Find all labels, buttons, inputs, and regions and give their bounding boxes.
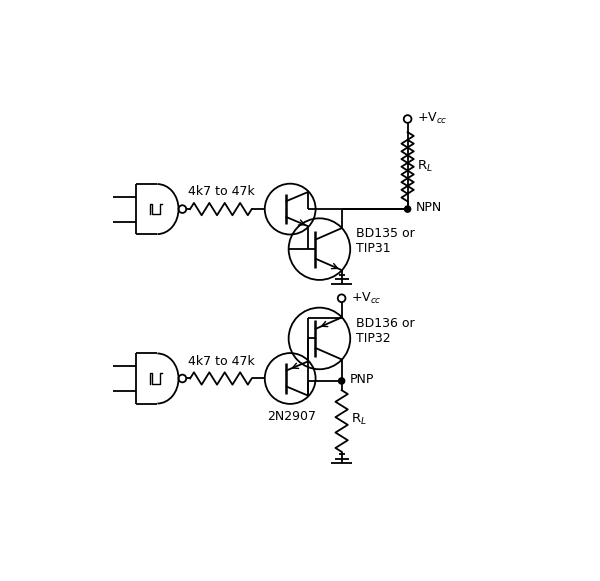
Text: 4k7 to 47k: 4k7 to 47k	[187, 185, 254, 198]
Text: PNP: PNP	[349, 373, 374, 386]
Text: 4k7 to 47k: 4k7 to 47k	[187, 355, 254, 368]
Text: NPN: NPN	[415, 201, 442, 214]
Text: +V$_{cc}$: +V$_{cc}$	[351, 290, 382, 306]
Text: R$_L$: R$_L$	[417, 159, 433, 174]
Circle shape	[338, 378, 344, 384]
Text: 2N2907: 2N2907	[267, 410, 316, 423]
Text: BD135 or
TIP31: BD135 or TIP31	[356, 227, 415, 256]
Text: BD136 or
TIP32: BD136 or TIP32	[356, 317, 415, 345]
Text: R$_L$: R$_L$	[351, 412, 367, 427]
Circle shape	[404, 206, 410, 212]
Text: +V$_{cc}$: +V$_{cc}$	[417, 110, 448, 125]
